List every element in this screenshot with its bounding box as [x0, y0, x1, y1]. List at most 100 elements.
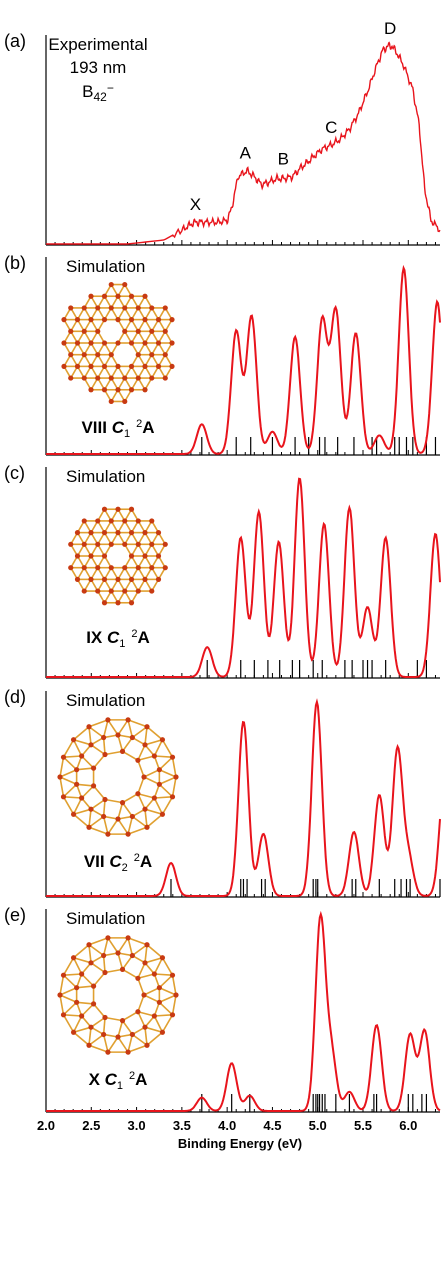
simulated-spectrum — [46, 264, 441, 455]
boron-atom — [68, 328, 74, 334]
boron-atom — [90, 1001, 97, 1007]
bond — [143, 768, 160, 778]
bond — [62, 796, 75, 815]
boron-atom — [173, 774, 179, 780]
boron-atom — [74, 317, 81, 323]
boron-atom — [129, 734, 135, 741]
bond — [90, 962, 106, 974]
bond — [137, 978, 145, 996]
bond — [73, 944, 90, 959]
boron-atom — [128, 553, 135, 559]
boron-atom — [108, 565, 114, 571]
boron-atom — [70, 1029, 77, 1035]
boron-atom — [102, 969, 108, 976]
bond — [131, 944, 148, 957]
boron-atom — [155, 576, 162, 582]
bond — [73, 813, 90, 828]
bond — [73, 956, 92, 964]
bond — [121, 1020, 134, 1035]
isomer-label: VIII C12A — [81, 418, 154, 440]
bond — [104, 750, 123, 756]
bond — [107, 818, 119, 835]
bond — [137, 792, 155, 799]
panel-label: (e) — [4, 905, 26, 925]
boron-atom — [119, 800, 126, 806]
boron-atom — [162, 541, 168, 547]
boron-atom — [68, 565, 74, 571]
boron-atom — [74, 553, 81, 559]
bond — [144, 809, 148, 828]
boron-atom — [129, 813, 135, 820]
simulated-spectrum — [46, 910, 441, 1112]
boron-atom — [88, 576, 94, 582]
bond — [158, 974, 174, 989]
boron-atom — [95, 352, 101, 358]
bond — [90, 1016, 106, 1028]
boron-atom — [74, 999, 80, 1005]
bond — [153, 957, 164, 975]
boron-atom — [108, 518, 114, 524]
boron-atom — [101, 317, 108, 323]
boron-atom — [149, 565, 155, 571]
bond — [117, 802, 124, 820]
panel-title: Experimental — [48, 35, 147, 54]
boron-atom — [156, 767, 162, 773]
boron-atom — [61, 317, 67, 323]
bond — [92, 753, 106, 769]
bond — [122, 793, 139, 804]
bond — [146, 726, 163, 741]
bond — [63, 796, 82, 799]
boron-atom — [95, 305, 101, 311]
boron-atom — [70, 955, 77, 961]
x-tick-label: 3.5 — [173, 1118, 191, 1133]
bond — [127, 719, 148, 728]
bond — [159, 986, 177, 996]
boron-atom — [79, 795, 85, 801]
boron-atom — [74, 363, 81, 369]
boron-atom — [135, 1009, 141, 1015]
bond — [144, 1026, 163, 1034]
boron-atom — [122, 375, 128, 381]
bond — [117, 734, 124, 752]
bond — [131, 1033, 148, 1046]
bond — [127, 1044, 148, 1053]
isomer-structure — [57, 935, 179, 1055]
bond — [158, 783, 174, 798]
bond — [73, 726, 90, 741]
boron-atom — [142, 293, 148, 299]
boron-atom — [101, 553, 108, 559]
boron-atom — [88, 387, 94, 393]
bond — [171, 776, 177, 797]
boron-atom — [88, 553, 94, 559]
boron-atom — [57, 774, 63, 780]
boron-atom — [135, 305, 141, 311]
bond — [153, 797, 164, 815]
boron-atom — [162, 305, 168, 311]
boron-atom — [155, 553, 162, 559]
bond — [117, 719, 129, 736]
boron-atom — [128, 293, 135, 299]
peak-label-C: C — [325, 118, 337, 137]
bond — [137, 793, 146, 810]
boron-atom — [142, 806, 148, 812]
boron-atom — [156, 985, 162, 991]
boron-atom — [119, 748, 126, 754]
bond — [63, 973, 82, 976]
peak-label-B: B — [278, 150, 289, 169]
boron-atom — [115, 816, 121, 822]
peak-label-A: A — [240, 144, 252, 163]
bond — [131, 726, 148, 739]
boron-atom — [108, 281, 114, 288]
bond — [127, 937, 148, 946]
simulated-spectrum — [46, 477, 441, 678]
boron-atom — [125, 1049, 131, 1055]
boron-atom — [108, 305, 114, 311]
panel-title: Simulation — [66, 909, 145, 928]
boron-atom — [142, 530, 148, 536]
panel-label: (d) — [4, 687, 26, 707]
bond — [137, 744, 146, 761]
boron-atom — [81, 541, 87, 547]
boron-atom — [128, 363, 135, 369]
x-axis: 2.0 2.5 3.0 3.5 4.0 4.5 5.0 5.5 6.0 Binding Energ… — [37, 1118, 417, 1151]
